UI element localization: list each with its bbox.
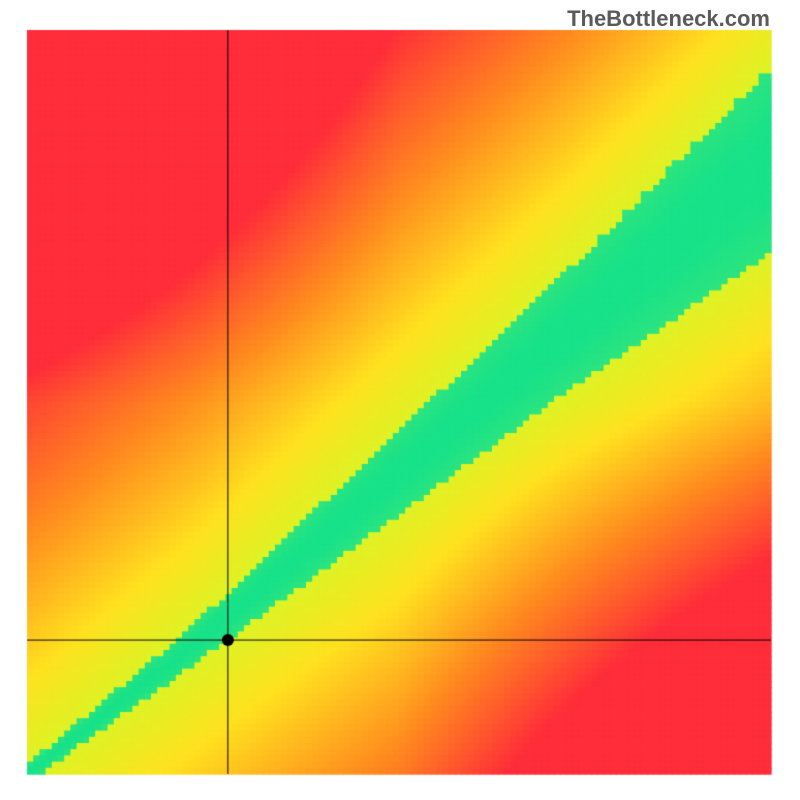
heatmap-canvas	[0, 0, 800, 800]
chart-container: TheBottleneck.com	[0, 0, 800, 800]
watermark-text: TheBottleneck.com	[567, 6, 770, 32]
